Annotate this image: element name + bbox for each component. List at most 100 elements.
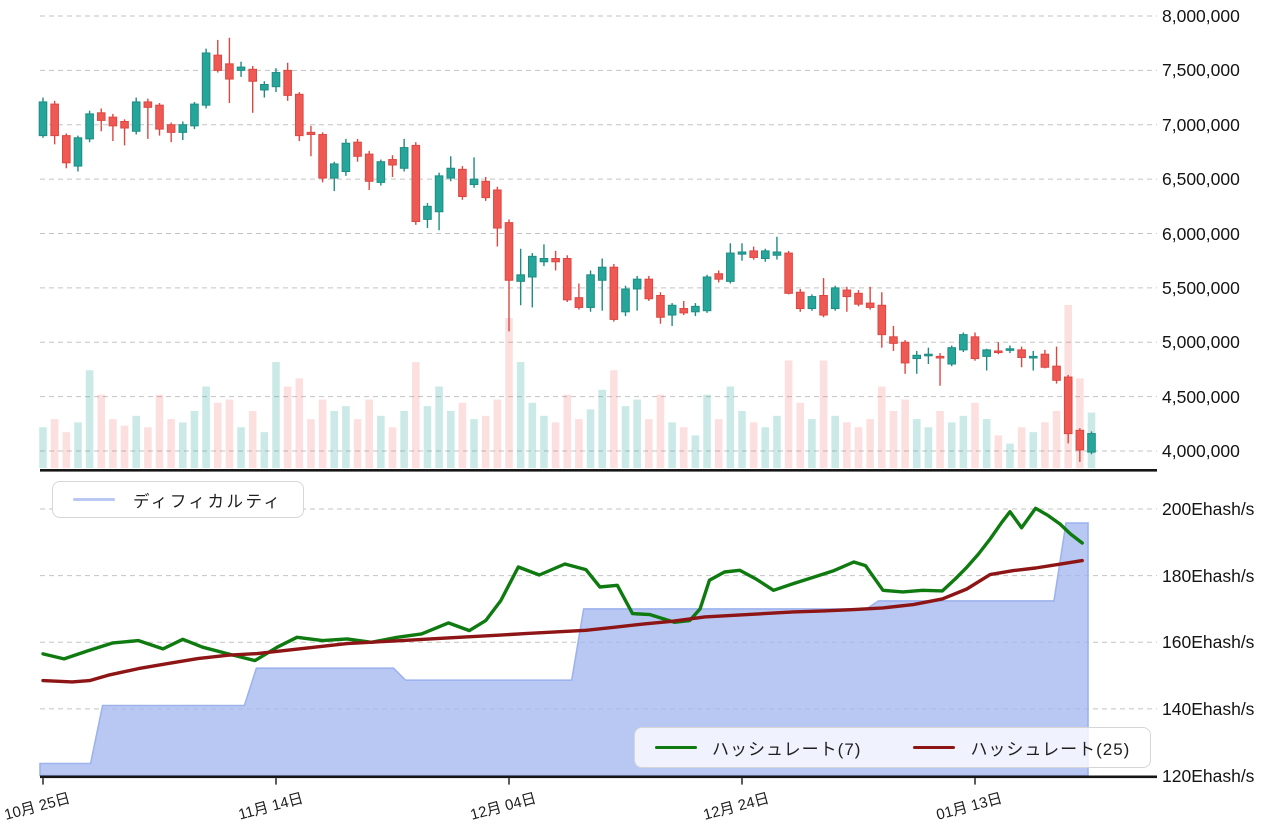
volume-bar [481,415,490,468]
candle-up [912,354,922,360]
candle-up [178,124,188,133]
volume-bar [959,415,968,468]
volume-bar [551,422,560,468]
candle-down [551,258,560,263]
volume-bar [924,427,933,468]
volume-bar [458,402,467,468]
hashrate25-legend-label: ハッシュレート(25) [970,740,1131,759]
candle-down [364,153,374,182]
volume-bar [144,427,152,468]
candle-down [143,101,153,108]
volume-bar [1017,427,1026,468]
y-axis-label: 7,000,000 [1162,114,1240,135]
volume-bar [85,370,94,468]
volume-bar [179,422,187,468]
candle-down [504,222,514,281]
y-axis-label: 6,500,000 [1162,169,1240,190]
candle-up [1028,355,1038,359]
volume-bar [74,422,82,468]
hashrate7-legend-label: ハッシュレート(7) [712,740,862,759]
y-axis-label: 4,000,000 [1162,441,1240,461]
candle-down [889,336,898,344]
volume-bar [761,427,770,468]
axes [40,469,1157,785]
volume-bar [190,410,199,468]
candle-up [830,287,840,310]
volume-bar [901,399,909,468]
candle-up [399,147,409,169]
hashrate25-legend-item[interactable]: ハッシュレート(25) [913,735,1130,760]
candle-up [1005,348,1015,351]
volume-bar [225,399,234,468]
candle-down [1052,365,1061,381]
candle-up [469,178,479,186]
volume-bar [353,419,362,468]
candle-up [236,66,246,71]
volume-bar [248,410,257,468]
y-axis-label: 4,500,000 [1162,386,1240,407]
difficulty-area [39,522,1089,777]
candle-down [1075,429,1085,451]
volume-bar [1029,432,1038,468]
difficulty-legend[interactable]: ディフィカルティ [52,481,304,518]
candle-up [772,251,782,256]
volume-bar [831,415,839,468]
candle-down [679,308,689,314]
volume-bar [132,415,140,468]
difficulty-step-area [39,522,1089,777]
y-axis-label: 140Ehash/s [1162,698,1255,719]
y-axis-label: 6,000,000 [1162,223,1240,244]
volume-bar [668,422,676,468]
volume-bar [400,410,408,468]
candle-down [854,292,863,305]
hashrate-legend[interactable]: ハッシュレート(7) ハッシュレート(25) [634,727,1152,768]
candlestick-series[interactable] [38,37,1096,462]
volume-bar [598,389,606,468]
candle-down [411,144,421,223]
volume-bar [738,410,746,468]
volume-bars [39,305,1096,468]
volume-bar [97,394,106,468]
candle-down [481,180,490,199]
candle-down [749,250,758,258]
candle-up [260,84,269,91]
candle-down [306,131,316,136]
candle-down [714,273,724,280]
candle-down [1063,376,1073,435]
candle-down [900,341,910,364]
candle-up [446,167,456,179]
volume-bar [202,386,210,468]
candle-down [644,278,654,300]
candle-up [947,347,957,365]
volume-bar [540,415,548,468]
candle-down [248,68,257,82]
candle-up [376,161,386,183]
candle-down [1017,349,1026,358]
volume-bar [889,410,898,468]
volume-bar [318,399,327,468]
candle-down [50,103,59,137]
candle-down [283,69,292,96]
volume-bar [843,422,851,468]
volume-bar [912,419,921,468]
y-axis-label: 7,500,000 [1162,60,1240,81]
volume-bar [1006,443,1014,468]
volume-bar [493,399,502,468]
y-axis-label: 5,000,000 [1162,332,1240,353]
candle-down [1040,353,1050,368]
volume-bar [39,427,47,468]
volume-bar [435,386,443,468]
volume-bar [854,427,863,468]
hashrate7-legend-item[interactable]: ハッシュレート(7) [655,735,861,760]
candle-down [994,350,1003,354]
volume-bar [155,394,164,468]
candle-up [528,255,537,278]
candle-up [807,296,817,310]
candle-up [1087,433,1096,453]
volume-bar [505,318,513,468]
y-axis-label: 200Ehash/s [1162,499,1255,519]
candle-down [120,120,129,129]
volume-bar [773,415,781,468]
volume-bar [784,360,793,468]
